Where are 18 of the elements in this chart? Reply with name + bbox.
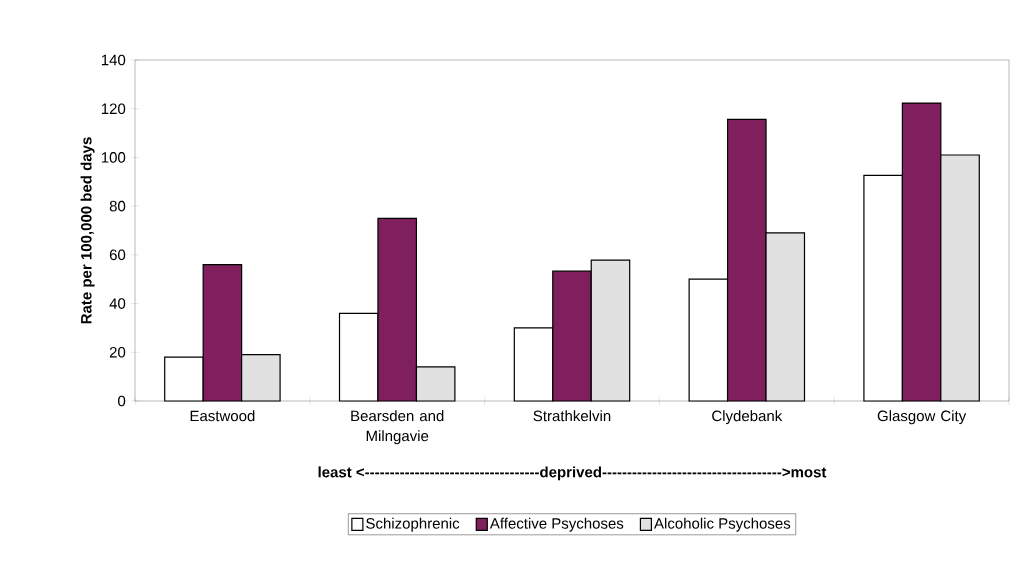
legend-label: Schizophrenic (366, 517, 460, 532)
x-tick-label: Glasgow City (877, 410, 967, 425)
y-tick-label: 20 (109, 346, 126, 358)
x-tick-label: Strathkelvin (533, 410, 611, 422)
y-tick-label: 120 (101, 103, 126, 115)
legend-label: Affective Psychoses (489, 517, 624, 532)
y-axis-title: Rate per 100,000 bed days (80, 137, 95, 324)
y-tick-label: 80 (109, 200, 126, 212)
x-axis-title: least <-----------------------------------deprived------------------------------------>most (318, 466, 827, 481)
y-tick-label: 0 (118, 395, 126, 407)
y-tick-label: 40 (109, 298, 126, 309)
y-tick-label: 140 (101, 54, 126, 66)
x-tick-label: Eastwood (190, 410, 255, 422)
x-tick-label: Bearsden and Milngavie (351, 410, 444, 445)
y-tick-label: 100 (101, 152, 126, 163)
x-tick-label: Clydebank (712, 410, 783, 425)
legend-label: Alcoholic Psychoses (654, 517, 791, 532)
y-tick-label: 60 (109, 249, 126, 261)
